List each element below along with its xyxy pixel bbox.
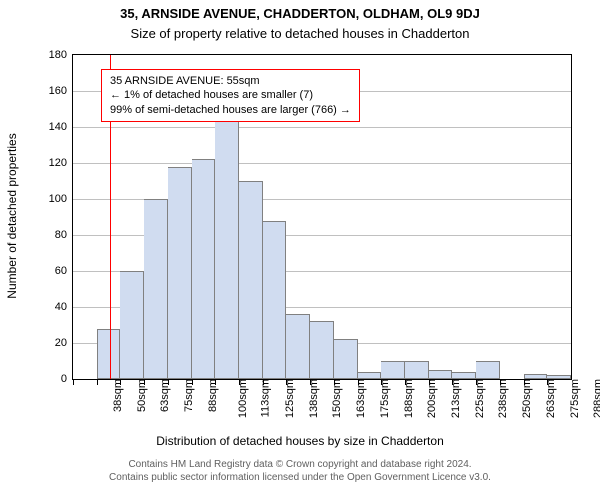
x-tick-label: 138sqm — [306, 379, 320, 418]
y-tick-label: 180 — [49, 49, 73, 61]
x-tick-label: 150sqm — [330, 379, 344, 418]
x-tick — [215, 379, 216, 385]
histogram-bar — [192, 159, 216, 379]
y-tick-label: 0 — [61, 373, 73, 385]
x-tick-label: 288sqm — [590, 379, 600, 418]
y-tick-label: 80 — [55, 229, 73, 241]
y-gridline — [73, 163, 571, 164]
x-tick-label: 38sqm — [110, 379, 124, 412]
histogram-bar — [286, 314, 310, 379]
x-tick-label: 100sqm — [235, 379, 249, 418]
histogram-bar — [524, 374, 548, 379]
x-tick-label: 113sqm — [258, 379, 272, 417]
x-tick — [358, 379, 359, 385]
x-tick — [239, 379, 240, 385]
x-tick-label: 263sqm — [543, 379, 557, 418]
annotation-line: 99% of semi-detached houses are larger (… — [110, 103, 351, 117]
histogram-bar — [310, 321, 334, 379]
histogram-bar — [429, 370, 453, 379]
x-tick — [429, 379, 430, 385]
x-tick-label: 200sqm — [424, 379, 438, 418]
x-axis-title: Distribution of detached houses by size … — [0, 434, 600, 448]
x-tick — [524, 379, 525, 385]
histogram-bar — [144, 199, 168, 379]
y-tick-label: 40 — [55, 301, 73, 313]
x-tick — [405, 379, 406, 385]
histogram-bar — [168, 167, 192, 379]
x-tick-label: 125sqm — [282, 379, 296, 418]
annotation-line: 35 ARNSIDE AVENUE: 55sqm — [110, 74, 351, 88]
histogram-bar — [239, 181, 263, 379]
x-tick-label: 238sqm — [496, 379, 510, 418]
x-tick — [334, 379, 335, 385]
x-tick-label: 250sqm — [519, 379, 533, 418]
x-tick — [381, 379, 382, 385]
x-tick-label: 88sqm — [205, 379, 219, 412]
x-tick — [144, 379, 145, 385]
x-tick-label: 188sqm — [401, 379, 415, 418]
histogram-bar — [263, 221, 287, 379]
y-tick-label: 160 — [49, 85, 73, 97]
x-tick — [263, 379, 264, 385]
x-tick-label: 75sqm — [181, 379, 195, 412]
x-tick-label: 275sqm — [567, 379, 581, 418]
histogram-bar — [97, 329, 121, 379]
plot-area: 02040608010012014016018038sqm50sqm63sqm7… — [72, 54, 572, 380]
y-gridline — [73, 127, 571, 128]
license-text: Contains HM Land Registry data © Crown c… — [0, 458, 600, 484]
histogram-bar — [334, 339, 358, 379]
y-tick-label: 20 — [55, 337, 73, 349]
x-tick — [500, 379, 501, 385]
y-tick-label: 60 — [55, 265, 73, 277]
histogram-bar — [452, 372, 476, 379]
annotation-box: 35 ARNSIDE AVENUE: 55sqm← 1% of detached… — [101, 69, 360, 122]
histogram-bar — [476, 361, 500, 379]
y-axis-title: Number of detached properties — [5, 54, 19, 378]
x-tick-label: 175sqm — [377, 379, 391, 418]
license-line2: Contains public sector information licen… — [0, 471, 600, 484]
histogram-bar — [215, 114, 239, 379]
histogram-bar — [547, 375, 571, 379]
x-tick — [286, 379, 287, 385]
y-tick-label: 140 — [49, 121, 73, 133]
x-tick — [452, 379, 453, 385]
chart-title-sub: Size of property relative to detached ho… — [0, 26, 600, 41]
x-tick — [310, 379, 311, 385]
histogram-bar — [358, 372, 382, 379]
x-tick — [547, 379, 548, 385]
x-tick — [168, 379, 169, 385]
x-tick — [476, 379, 477, 385]
x-tick-label: 163sqm — [353, 379, 367, 418]
x-tick — [120, 379, 121, 385]
annotation-line: ← 1% of detached houses are smaller (7) — [110, 88, 351, 102]
x-tick-label: 213sqm — [448, 379, 462, 418]
histogram-bar — [120, 271, 144, 379]
x-tick-label: 63sqm — [157, 379, 171, 412]
chart-title-main: 35, ARNSIDE AVENUE, CHADDERTON, OLDHAM, … — [0, 6, 600, 21]
y-tick-label: 120 — [49, 157, 73, 169]
histogram-bar — [381, 361, 405, 379]
y-tick-label: 100 — [49, 193, 73, 205]
x-tick-label: 50sqm — [134, 379, 148, 412]
x-tick — [97, 379, 98, 385]
x-tick-label: 225sqm — [472, 379, 486, 418]
x-tick — [192, 379, 193, 385]
histogram-bar — [405, 361, 429, 379]
x-tick — [73, 379, 74, 385]
license-line1: Contains HM Land Registry data © Crown c… — [0, 458, 600, 471]
